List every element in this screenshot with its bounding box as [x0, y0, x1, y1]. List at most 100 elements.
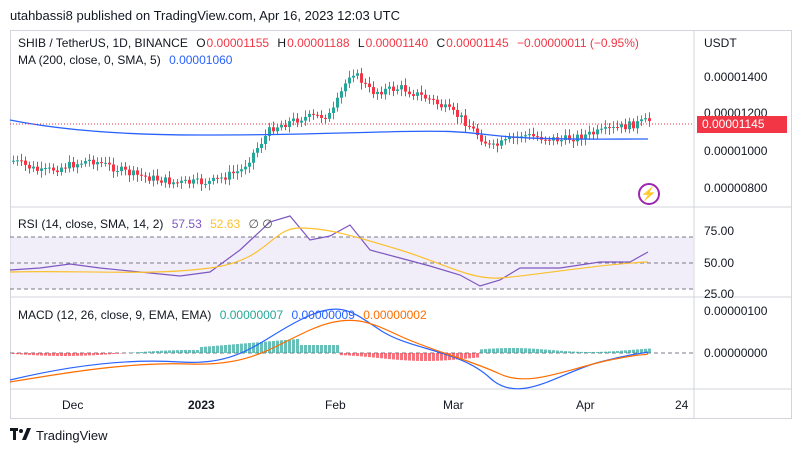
candle-body — [392, 86, 395, 92]
macd-histogram-bar — [536, 348, 539, 353]
ma-line — [9, 119, 649, 140]
macd-line-value: 0.00000009 — [291, 308, 355, 322]
candle-body — [436, 99, 439, 105]
macd-histogram-bar — [624, 350, 627, 353]
macd-histogram-bar — [580, 351, 583, 353]
lightning-bolt-icon[interactable]: ⚡ — [638, 183, 660, 205]
candle-body — [40, 168, 43, 171]
candle-body — [92, 159, 95, 165]
candle-body — [416, 92, 419, 96]
brand-name: TradingView — [36, 428, 108, 443]
macd-histogram-bar — [92, 353, 95, 356]
candle-body — [316, 114, 319, 116]
candle-body — [220, 177, 223, 179]
macd-histogram-bar — [176, 350, 179, 353]
rsi-axis-tick: 75.00 — [704, 224, 735, 238]
rsi-label[interactable]: RSI (14, close, SMA, 14, 2) — [18, 217, 164, 231]
macd-histogram-bar — [20, 353, 23, 355]
macd-histogram-bar — [648, 348, 651, 353]
candle-body — [560, 139, 563, 142]
macd-histogram-bar — [460, 353, 463, 360]
macd-label[interactable]: MACD (12, 26, close, 9, EMA, EMA) — [18, 308, 212, 322]
candle-body — [44, 168, 47, 170]
candle-body — [304, 116, 307, 121]
macd-histogram-bar — [228, 344, 231, 353]
macd-histogram-bar — [148, 351, 151, 353]
macd-histogram-bar — [32, 353, 35, 356]
candle-body — [412, 94, 415, 96]
macd-histogram-bar — [292, 339, 295, 353]
candle-body — [188, 179, 191, 184]
candle-body — [624, 124, 627, 130]
candle-body — [256, 148, 259, 153]
candle-body — [352, 75, 355, 78]
macd-histogram-bar — [432, 353, 435, 361]
macd-histogram-bar — [136, 352, 139, 353]
macd-histogram-bar — [540, 349, 543, 353]
macd-histogram-bar — [412, 353, 415, 361]
macd-histogram-bar — [144, 351, 147, 353]
macd-histogram-bar — [416, 353, 419, 361]
candle-body — [476, 128, 479, 136]
candle-body — [120, 166, 123, 172]
macd-histogram-bar — [404, 353, 407, 361]
candle-body — [260, 144, 263, 149]
macd-histogram-bar — [16, 353, 19, 355]
candle-body — [264, 135, 267, 145]
high-label: H — [277, 36, 287, 50]
candle-body — [340, 91, 343, 98]
candle-body — [568, 135, 571, 141]
candle-body — [232, 171, 235, 174]
candle-body — [488, 143, 491, 145]
macd-histogram-bar — [244, 343, 247, 353]
macd-histogram-bar — [240, 343, 243, 353]
candle-body — [104, 162, 107, 164]
macd-histogram-bar — [308, 345, 311, 353]
candle-body — [324, 117, 327, 119]
macd-histogram-bar — [64, 353, 67, 356]
macd-histogram-bar — [524, 348, 527, 353]
candle-body — [440, 104, 443, 108]
candle-body — [644, 118, 647, 120]
rsi-legend: RSI (14, close, SMA, 14, 2) 57.53 52.63 … — [18, 217, 278, 231]
macd-histogram-bar — [256, 342, 259, 353]
candle-body — [616, 127, 619, 129]
macd-histogram-bar — [544, 349, 547, 353]
candle-body — [184, 179, 187, 181]
macd-histogram-bar — [300, 345, 303, 353]
candle-body — [548, 139, 551, 141]
candle-body — [372, 87, 375, 95]
macd-histogram-bar — [620, 350, 623, 353]
candle-body — [16, 160, 19, 162]
symbol-label[interactable]: SHIB / TetherUS, 1D, BINANCE — [18, 36, 188, 50]
candle-body — [500, 140, 503, 146]
chart-frame — [10, 30, 792, 419]
macd-histogram-bar — [112, 353, 115, 355]
candle-body — [84, 161, 87, 164]
candle-body — [204, 183, 207, 185]
macd-histogram-bar — [424, 353, 427, 361]
candle-body — [592, 131, 595, 135]
macd-histogram-bar — [552, 350, 555, 353]
candle-body — [108, 162, 111, 165]
candle-body — [140, 174, 143, 176]
macd-histogram-bar — [280, 340, 283, 353]
macd-histogram-bar — [520, 348, 523, 353]
candle-body — [292, 118, 295, 122]
candle-body — [216, 177, 219, 179]
macd-histogram-bar — [336, 345, 339, 353]
time-axis-label: Dec — [62, 398, 84, 412]
macd-histogram-bar — [564, 351, 567, 353]
publisher-header: utahbassi8 published on TradingView.com,… — [10, 8, 401, 23]
macd-histogram-bar — [464, 353, 467, 359]
candle-body — [128, 169, 131, 176]
macd-histogram-bar — [268, 341, 271, 353]
candle-body — [180, 180, 183, 183]
macd-histogram-bar — [516, 348, 519, 353]
candle-body — [508, 137, 511, 140]
candle-body — [132, 170, 135, 176]
macd-histogram-bar — [84, 353, 87, 356]
change-value: −0.00000011 (−0.95%) — [517, 36, 639, 50]
ma-label[interactable]: MA (200, close, 0, SMA, 5) — [18, 53, 161, 67]
